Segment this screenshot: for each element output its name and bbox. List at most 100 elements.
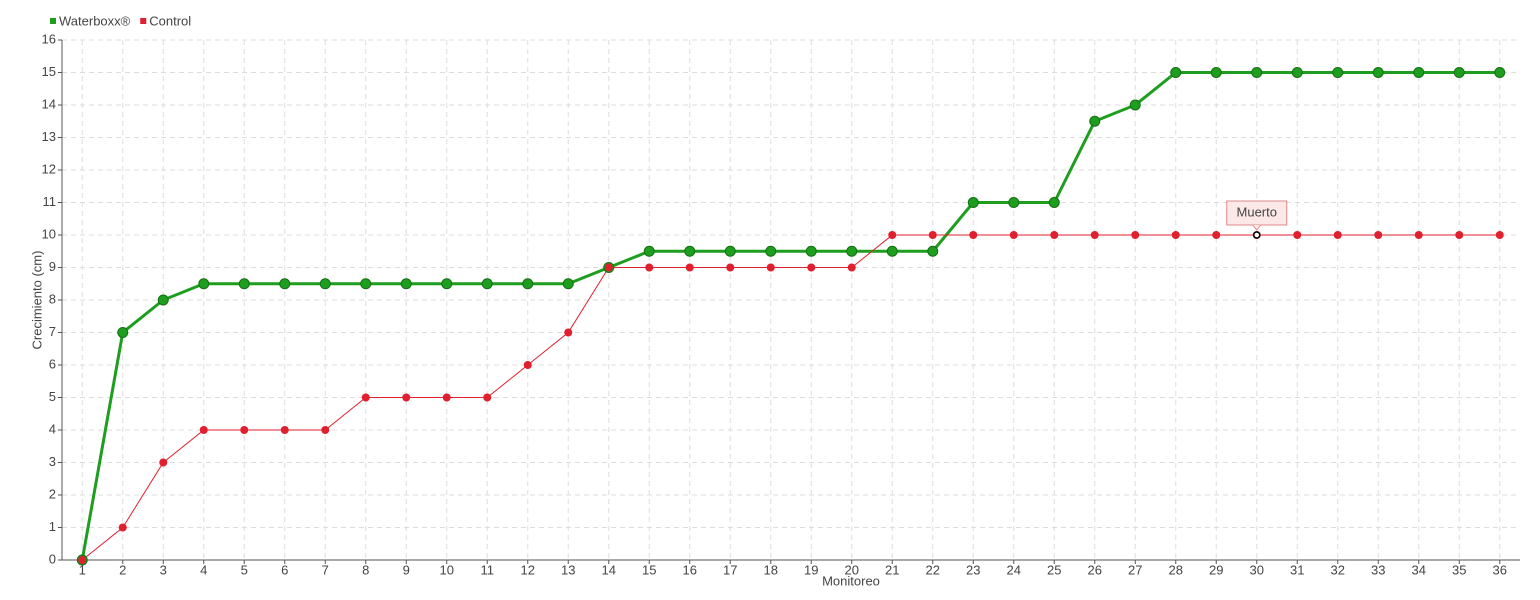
data-point (927, 245, 939, 257)
data-point (1372, 67, 1384, 78)
data-point (928, 231, 937, 239)
data-point (240, 426, 249, 434)
data-point (643, 245, 655, 257)
x-tick-label: 28 (1169, 562, 1183, 577)
x-tick-label: 19 (804, 562, 818, 577)
data-point (1293, 231, 1302, 239)
data-point (1414, 231, 1423, 239)
data-point (319, 278, 331, 290)
x-tick-label: 5 (241, 562, 248, 577)
data-point (1333, 231, 1342, 239)
y-tick-label: 8 (49, 291, 56, 306)
x-tick-label: 33 (1371, 562, 1385, 577)
data-point (564, 328, 573, 337)
data-point (967, 197, 979, 208)
data-point (483, 393, 492, 402)
data-point (1413, 67, 1425, 78)
x-tick-label: 3 (160, 562, 167, 577)
x-tick-label: 1 (79, 562, 86, 577)
data-point (199, 426, 208, 434)
y-tick-label: 5 (49, 389, 56, 404)
x-tick-label: 23 (966, 562, 980, 577)
data-point (1090, 231, 1099, 239)
x-tick-label: 18 (764, 562, 778, 577)
x-tick-label: 31 (1290, 562, 1304, 577)
annotation-text: Muerto (1237, 204, 1277, 219)
x-tick-label: 22 (926, 562, 940, 577)
data-point (765, 245, 777, 257)
y-tick-label: 14 (42, 96, 56, 111)
x-tick-label: 4 (200, 562, 207, 577)
x-tick-label: 2 (119, 562, 126, 577)
data-point (724, 245, 736, 257)
y-tick-label: 13 (42, 129, 56, 144)
x-tick-label: 24 (1007, 562, 1021, 577)
x-tick-label: 15 (642, 562, 656, 577)
data-point (441, 278, 453, 290)
x-axis-label: Monitoreo (822, 573, 880, 588)
y-tick-label: 1 (49, 519, 56, 534)
x-tick-label: 7 (322, 562, 329, 577)
x-tick-label: 26 (1088, 562, 1102, 577)
data-point (846, 245, 858, 257)
data-point (766, 263, 775, 272)
data-point (1050, 231, 1059, 239)
data-point (360, 278, 372, 290)
y-tick-label: 6 (49, 356, 56, 371)
data-point (1332, 67, 1344, 78)
y-tick-label: 7 (49, 324, 56, 339)
x-tick-label: 14 (602, 562, 616, 577)
x-tick-label: 16 (683, 562, 697, 577)
data-point (888, 231, 897, 239)
annotation-box (1226, 200, 1288, 226)
data-point (321, 426, 330, 434)
x-tick-label: 21 (885, 562, 899, 577)
y-tick-label: 9 (49, 259, 56, 274)
legend-swatch (50, 18, 56, 24)
data-point (1131, 231, 1140, 239)
x-tick-label: 36 (1493, 562, 1507, 577)
data-point (1129, 99, 1141, 111)
annotation-point (1253, 231, 1261, 239)
data-point (604, 263, 613, 272)
data-point (157, 294, 169, 306)
data-point (645, 263, 654, 272)
legend-label: Control (149, 13, 191, 28)
x-tick-label: 10 (440, 562, 454, 577)
data-point (279, 278, 291, 290)
x-tick-label: 20 (845, 562, 859, 577)
data-point (481, 278, 493, 290)
series-line (80, 71, 1500, 561)
data-point (1494, 67, 1506, 78)
y-tick-label: 3 (49, 454, 56, 469)
data-point (1009, 231, 1018, 239)
data-point (1210, 67, 1222, 78)
x-tick-label: 9 (403, 562, 410, 577)
data-point (726, 263, 735, 272)
annotation-pointer (1252, 224, 1262, 231)
data-point (361, 393, 370, 402)
x-tick-label: 17 (723, 562, 737, 577)
data-point (198, 278, 210, 290)
data-point (1251, 67, 1263, 78)
x-tick-label: 32 (1331, 562, 1345, 577)
data-point (807, 263, 816, 272)
x-tick-label: 11 (481, 562, 495, 577)
x-tick-label: 29 (1209, 562, 1223, 577)
y-tick-label: 11 (43, 194, 57, 209)
x-tick-label: 13 (561, 562, 575, 577)
x-tick-label: 34 (1412, 562, 1426, 577)
data-point (1291, 67, 1303, 78)
data-point (159, 458, 168, 467)
x-tick-label: 35 (1452, 562, 1466, 577)
series-line (81, 234, 1500, 561)
x-tick-label: 27 (1128, 562, 1142, 577)
data-point (1212, 231, 1221, 239)
data-point (1453, 67, 1465, 78)
legend-swatch (140, 18, 147, 24)
y-tick-label: 15 (42, 64, 56, 79)
y-tick-label: 4 (49, 421, 56, 436)
data-point (118, 523, 127, 532)
